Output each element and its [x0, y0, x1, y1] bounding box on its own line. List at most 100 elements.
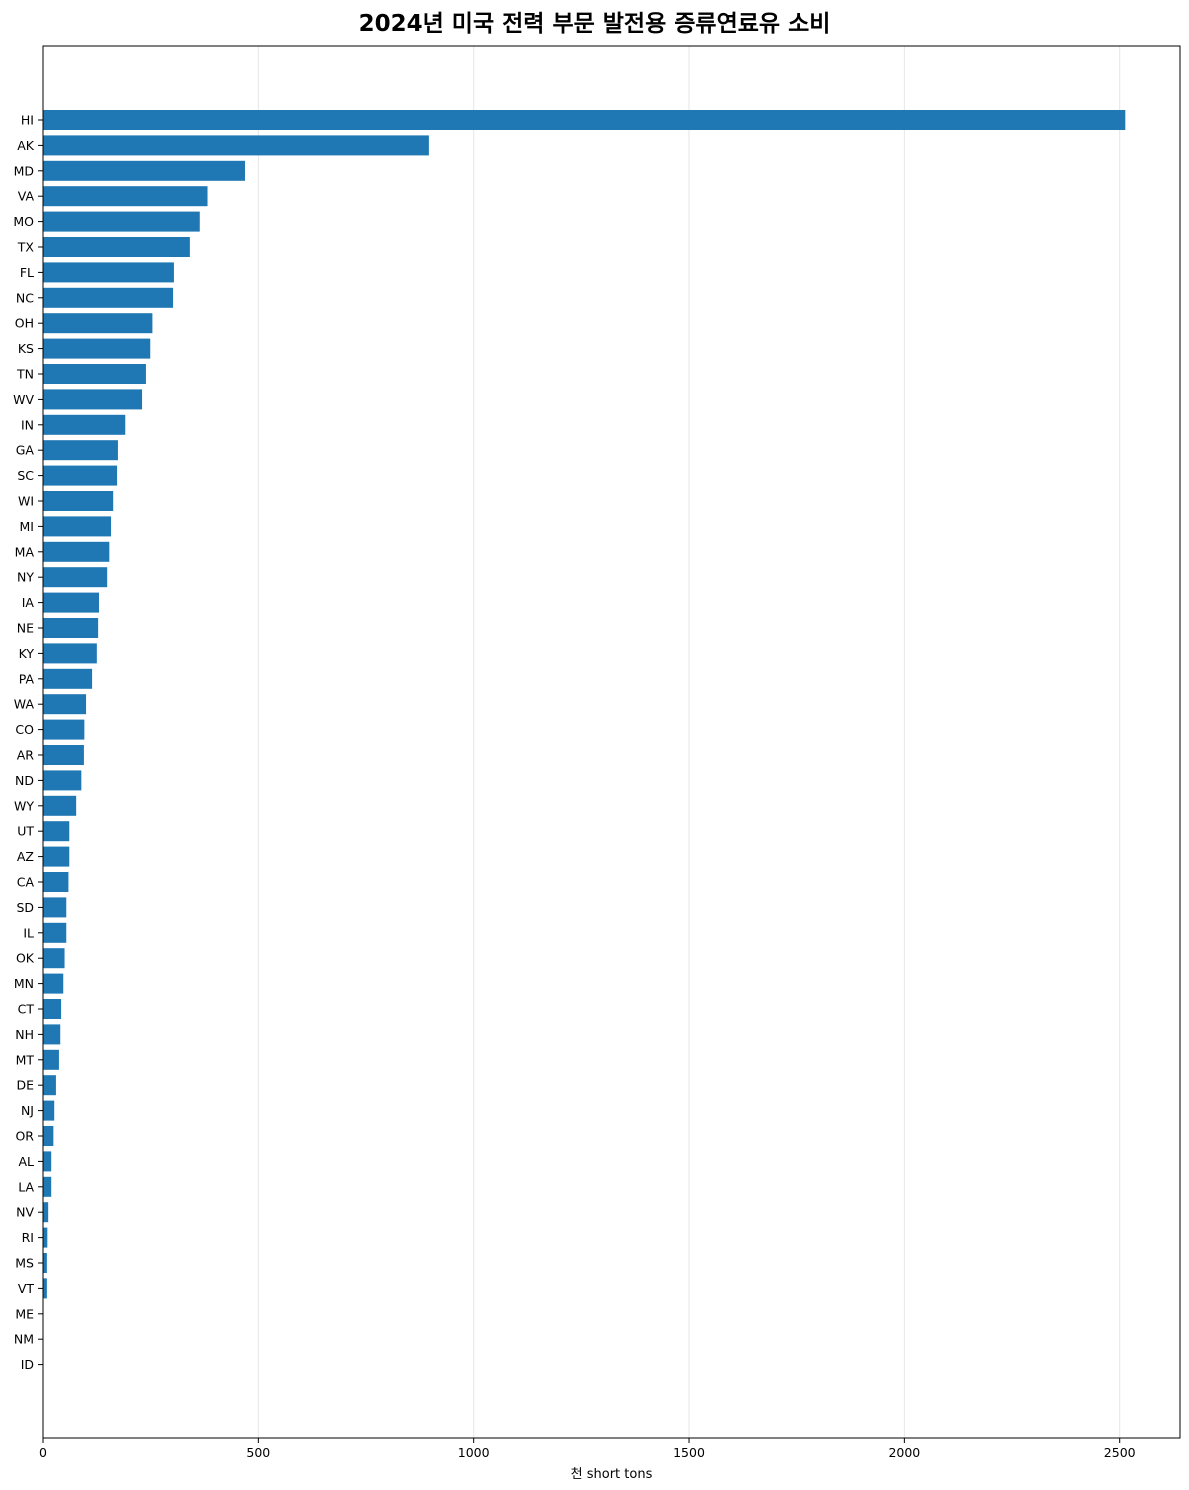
- y-tick-label: MA: [15, 544, 35, 559]
- bar-hi: [43, 110, 1126, 130]
- bar-mt: [43, 1049, 59, 1070]
- y-tick-label: HI: [21, 113, 34, 128]
- bar-nv: [43, 1202, 49, 1223]
- y-tick-label: OK: [16, 951, 35, 966]
- y-tick-label: ND: [15, 773, 34, 788]
- bar-ar: [43, 745, 84, 765]
- bar-oh: [43, 313, 153, 334]
- y-tick-label: PA: [19, 671, 35, 686]
- y-tick-label: AL: [18, 1154, 34, 1169]
- y-tick-label: LA: [18, 1179, 34, 1194]
- y-tick-label: GA: [16, 443, 35, 458]
- y-tick-label: IA: [22, 595, 35, 610]
- bar-in: [43, 414, 126, 435]
- bar-wi: [43, 491, 114, 511]
- bar-ky: [43, 643, 97, 664]
- bar-ks: [43, 338, 151, 359]
- bar-ny: [43, 567, 108, 588]
- bar-ri: [43, 1227, 48, 1248]
- chart-title: 2024년 미국 전력 부문 발전용 증류연료유 소비: [358, 11, 831, 37]
- bar-md: [43, 160, 245, 181]
- y-tick-label: CT: [18, 1002, 35, 1017]
- y-tick-label: AR: [17, 748, 35, 763]
- y-tick-label: KS: [18, 341, 34, 356]
- y-tick-label: FL: [20, 265, 34, 280]
- bar-wa: [43, 694, 87, 715]
- bar-sd: [43, 897, 67, 918]
- x-tick-label: 2000: [888, 1445, 920, 1460]
- y-axis-ticks: HI AK MD VA MO TX FL NC OH KS TN WV IN GA SC WI MI MA NY IA…: [13, 113, 43, 1372]
- y-tick-label: IN: [21, 417, 34, 432]
- y-tick-label: MN: [14, 976, 34, 991]
- bar-tn: [43, 364, 146, 384]
- y-tick-label: NH: [15, 1027, 34, 1042]
- bar-va: [43, 186, 208, 207]
- x-tick-label: 0: [39, 1445, 47, 1460]
- y-tick-label: CA: [17, 875, 35, 890]
- bar-wv: [43, 389, 143, 410]
- y-tick-label: WY: [14, 798, 34, 813]
- y-tick-label: WA: [14, 697, 35, 712]
- y-tick-label: NE: [17, 621, 34, 636]
- y-tick-label: WI: [18, 494, 34, 509]
- bar-ms: [43, 1253, 47, 1273]
- y-tick-label: NY: [17, 570, 34, 585]
- y-tick-label: VT: [18, 1281, 35, 1296]
- x-tick-label: 2500: [1104, 1445, 1136, 1460]
- bar-ia: [43, 592, 99, 613]
- x-tick-label: 1000: [458, 1445, 490, 1460]
- y-tick-label: MO: [13, 214, 34, 229]
- y-tick-label: CO: [15, 722, 34, 737]
- bar-co: [43, 719, 85, 740]
- bar-mn: [43, 973, 64, 994]
- y-tick-label: AK: [17, 138, 35, 153]
- y-tick-label: WV: [13, 392, 34, 407]
- bar-tx: [43, 237, 190, 257]
- bar-ca: [43, 872, 69, 892]
- bar-wy: [43, 795, 77, 816]
- bar-pa: [43, 668, 93, 689]
- y-tick-label: ME: [15, 1306, 34, 1321]
- bars: [43, 110, 1126, 1350]
- y-tick-label: TX: [17, 240, 35, 255]
- y-tick-label: TN: [16, 367, 34, 382]
- y-tick-label: DE: [16, 1078, 34, 1093]
- grid-lines: [257, 46, 1121, 1438]
- y-tick-label: RI: [22, 1230, 34, 1245]
- bar-az: [43, 846, 70, 867]
- plot-frame: [42, 45, 1181, 1439]
- bar-nh: [43, 1024, 61, 1045]
- bar-nj: [43, 1100, 55, 1121]
- bar-ak: [43, 135, 429, 156]
- bar-ok: [43, 948, 65, 969]
- bar-nd: [43, 770, 82, 791]
- bar-ma: [43, 541, 110, 562]
- y-tick-label: NM: [14, 1332, 34, 1347]
- y-tick-label: MD: [14, 163, 34, 178]
- bar-de: [43, 1075, 56, 1096]
- y-tick-label: MI: [20, 519, 34, 534]
- y-tick-label: IL: [23, 925, 34, 940]
- bar-ga: [43, 440, 118, 461]
- bar-ne: [43, 618, 99, 638]
- y-tick-label: OH: [15, 316, 34, 331]
- y-tick-label: NC: [16, 290, 34, 305]
- bar-ut: [43, 821, 70, 842]
- bar-vt: [43, 1278, 47, 1299]
- bar-fl: [43, 262, 174, 283]
- bar-ct: [43, 999, 62, 1019]
- y-tick-label: NJ: [21, 1103, 34, 1118]
- y-tick-label: SC: [17, 468, 34, 483]
- x-tick-label: 500: [246, 1445, 270, 1460]
- y-tick-label: AZ: [17, 849, 34, 864]
- y-tick-label: OR: [15, 1129, 34, 1144]
- y-tick-label: MS: [15, 1256, 34, 1271]
- y-tick-label: MT: [16, 1052, 35, 1067]
- bar-mi: [43, 516, 112, 537]
- y-tick-label: KY: [19, 646, 35, 661]
- bar-nc: [43, 287, 174, 308]
- bar-or: [43, 1126, 54, 1146]
- y-tick-label: VA: [18, 189, 35, 204]
- bar-il: [43, 922, 67, 943]
